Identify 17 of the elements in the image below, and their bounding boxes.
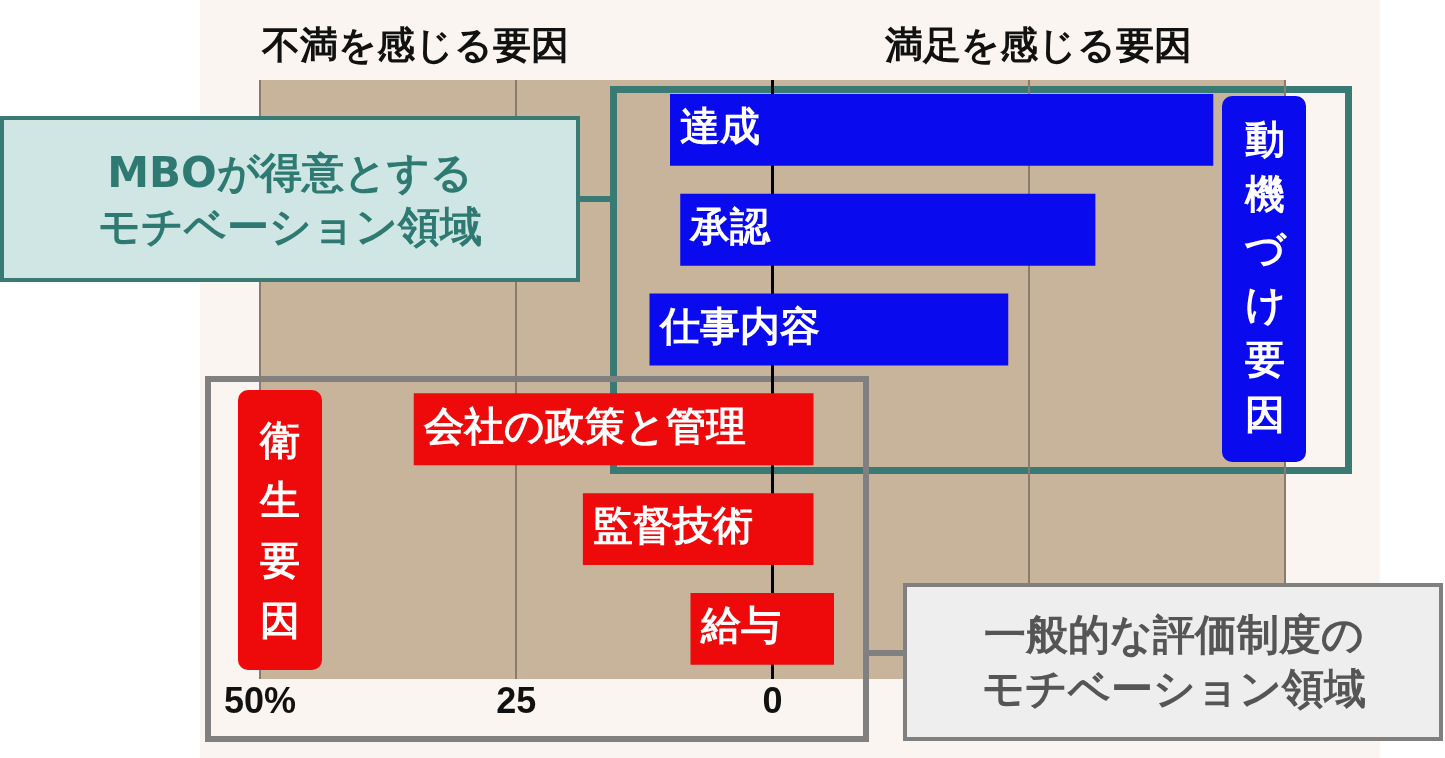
text: 満足を感じる要因 xyxy=(885,22,1192,69)
annotation: MBOが得意とするモチベーション領域 xyxy=(97,147,483,253)
x-tick-label: 25 xyxy=(496,680,537,722)
x-tick-label: 50% xyxy=(223,680,297,722)
y-tick-label: 承認 xyxy=(689,203,772,250)
y-tick-label: 給与 xyxy=(699,602,781,649)
text: 不満を感じる要因 xyxy=(262,22,569,69)
x-tick-label: 0 xyxy=(762,680,783,722)
bar xyxy=(680,193,1096,266)
bar xyxy=(670,93,1214,166)
y-tick-label: 仕事内容 xyxy=(657,302,820,349)
y-tick-label: 監督技術 xyxy=(592,502,753,549)
annotation: 衛生要因 xyxy=(259,416,301,645)
y-tick-label: 達成 xyxy=(680,103,760,150)
annotation: 動機づけ要因 xyxy=(1244,115,1286,439)
annotation: 一般的な評価制度のモチベーション領域 xyxy=(981,609,1367,715)
y-tick-label: 会社の政策と管理 xyxy=(422,402,746,449)
